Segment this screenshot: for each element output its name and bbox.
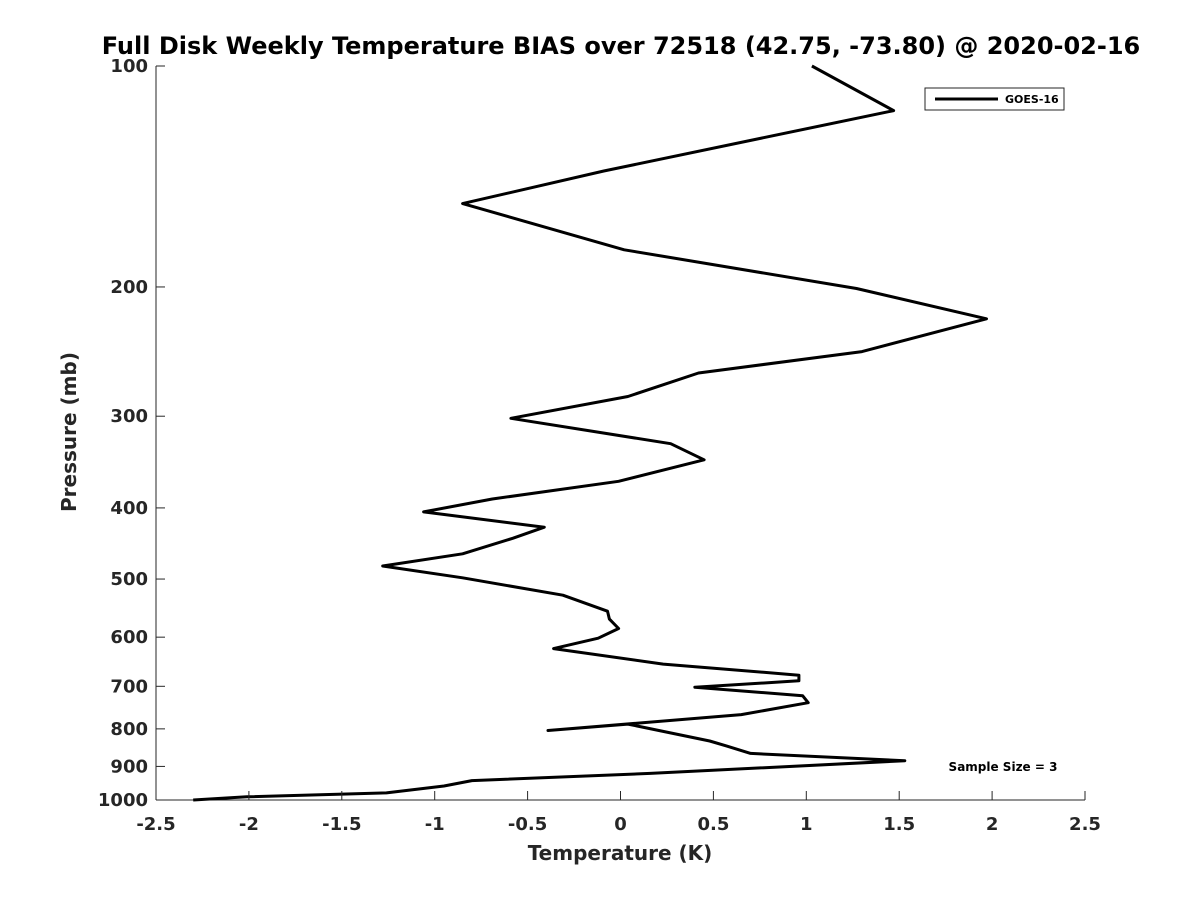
x-tick-label: -1.5 (322, 814, 361, 835)
y-tick-label: 200 (110, 277, 148, 298)
x-tick-label: 2.5 (1069, 814, 1101, 835)
series-line-goes-16 (193, 64, 988, 802)
x-tick-label: -2 (239, 814, 259, 835)
y-tick-label: 300 (110, 406, 148, 427)
x-tick-label: -0.5 (508, 814, 547, 835)
y-tick-label: 700 (110, 676, 148, 697)
plot-area (155, 64, 1085, 802)
chart-title: Full Disk Weekly Temperature BIAS over 7… (102, 32, 1141, 60)
y-tick-label: 600 (110, 627, 148, 648)
x-tick-label: 1 (800, 814, 813, 835)
x-tick-label: -2.5 (136, 814, 175, 835)
legend: GOES-16 (924, 87, 1065, 111)
x-tick-label: 0.5 (697, 814, 729, 835)
x-tick-label: 2 (986, 814, 999, 835)
y-tick-label: 900 (110, 756, 148, 777)
sample-size-annotation: Sample Size = 3 (949, 760, 1058, 774)
y-tick-label: 100 (110, 56, 148, 77)
y-tick-label: 800 (110, 719, 148, 740)
legend-label: GOES-16 (1005, 93, 1059, 106)
x-tick-label: -1 (425, 814, 445, 835)
y-axis: 100 200 300 400 500 600 700 800 900 1000 (98, 56, 165, 811)
x-tick-label: 1.5 (883, 814, 915, 835)
x-axis: -2.5 -2 -1.5 -1 -0.5 0 0.5 1 1.5 2 2.5 (136, 791, 1101, 835)
x-tick-label: 0 (614, 814, 627, 835)
y-axis-label: Pressure (mb) (57, 352, 81, 512)
y-tick-label: 400 (110, 498, 148, 519)
y-tick-label: 500 (110, 569, 148, 590)
y-tick-label: 1000 (98, 790, 148, 811)
x-axis-label: Temperature (K) (528, 841, 713, 865)
